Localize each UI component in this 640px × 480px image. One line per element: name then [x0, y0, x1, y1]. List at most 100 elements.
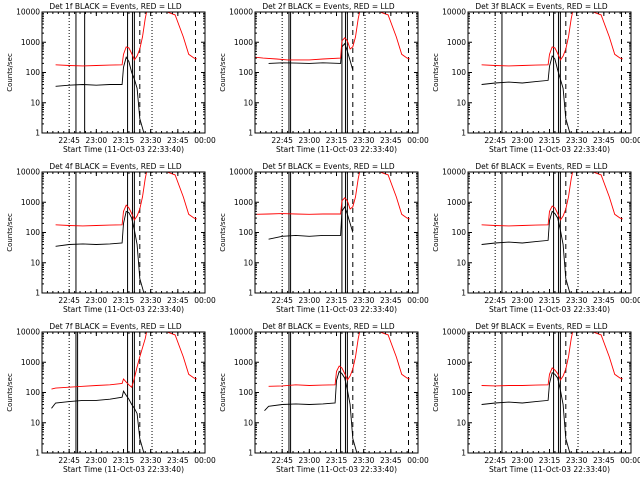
x-tick-label: 23:00	[512, 136, 534, 145]
x-tick-label: 22:45	[484, 456, 506, 465]
panel-title: Det 1f BLACK = Events, RED = LLD	[49, 2, 182, 11]
x-axis-label: Start Time (11-Oct-03 22:33:40)	[276, 305, 397, 314]
series-events-line	[481, 372, 571, 453]
y-tick-label: 10000	[16, 168, 40, 177]
x-tick-label: 23:30	[140, 456, 162, 465]
x-tick-label: 23:45	[167, 296, 189, 305]
y-tick-label: 1000	[21, 198, 40, 207]
y-tick-label: 10000	[442, 8, 466, 17]
x-tick-label: 23:15	[539, 136, 561, 145]
panel-title: Det 8f BLACK = Events, RED = LLD	[262, 322, 395, 331]
series-events-line	[481, 55, 571, 133]
y-tick-label: 100	[239, 228, 254, 237]
x-tick-label: 23:30	[566, 456, 588, 465]
y-tick-label: 10000	[442, 168, 466, 177]
x-tick-label: 23:30	[353, 456, 375, 465]
y-axis-label: Counts/sec	[219, 213, 227, 252]
x-tick-label: 23:30	[353, 296, 375, 305]
series-events-line	[264, 370, 358, 453]
y-tick-label: 10	[243, 258, 253, 267]
x-tick-label: 23:45	[593, 456, 615, 465]
y-tick-label: 10000	[229, 8, 253, 17]
x-tick-label: 23:30	[566, 296, 588, 305]
series-lld-line	[481, 12, 623, 67]
x-tick-label: 23:00	[86, 296, 108, 305]
series-lld-line	[51, 332, 197, 390]
x-tick-label: 22:45	[484, 136, 506, 145]
x-tick-label: 23:15	[326, 456, 348, 465]
x-axis-label: Start Time (11-Oct-03 22:33:40)	[489, 305, 610, 314]
y-tick-label: 100	[26, 388, 41, 397]
x-tick-label: 00:00	[407, 136, 429, 145]
y-tick-label: 1000	[447, 38, 466, 47]
x-axis-label: Start Time (11-Oct-03 22:33:40)	[63, 465, 184, 474]
y-tick-label: 1000	[447, 198, 466, 207]
y-tick-label: 10	[30, 258, 40, 267]
y-tick-label: 100	[239, 68, 254, 77]
y-tick-label: 1	[248, 129, 253, 138]
x-tick-label: 23:00	[512, 456, 534, 465]
y-tick-label: 1000	[234, 358, 253, 367]
y-axis-label: Counts/sec	[6, 53, 14, 92]
x-axis-label: Start Time (11-Oct-03 22:33:40)	[489, 145, 610, 154]
series-events-line	[268, 205, 354, 240]
detector-panel: Det 7f BLACK = Events, RED = LLD 1 10 100 10…	[6, 322, 216, 474]
x-tick-label: 23:00	[299, 296, 321, 305]
y-tick-label: 100	[452, 388, 467, 397]
series-lld-line	[255, 172, 410, 220]
x-tick-label: 22:45	[58, 136, 80, 145]
panel-title: Det 9f BLACK = Events, RED = LLD	[475, 322, 608, 331]
y-tick-label: 1000	[234, 38, 253, 47]
y-axis-label: Counts/sec	[432, 213, 440, 252]
y-tick-label: 10	[30, 98, 40, 107]
x-tick-label: 23:00	[512, 296, 534, 305]
detector-panel: Det 1f BLACK = Events, RED = LLD 1 10 100 10…	[6, 2, 216, 154]
y-tick-label: 1	[35, 129, 40, 138]
x-tick-label: 23:15	[113, 136, 135, 145]
x-tick-label: 23:00	[299, 456, 321, 465]
x-tick-label: 00:00	[407, 456, 429, 465]
x-tick-label: 00:00	[194, 136, 216, 145]
x-tick-label: 23:45	[380, 296, 402, 305]
x-tick-label: 00:00	[194, 456, 216, 465]
y-tick-label: 10000	[442, 328, 466, 337]
series-events-line	[55, 56, 145, 133]
detector-panel: Det 3f BLACK = Events, RED = LLD 1 10 100 10…	[432, 2, 640, 154]
series-lld-line	[481, 172, 623, 227]
y-tick-label: 10000	[16, 328, 40, 337]
x-tick-label: 22:45	[271, 296, 293, 305]
x-tick-label: 23:45	[167, 136, 189, 145]
y-tick-label: 1000	[447, 358, 466, 367]
x-tick-label: 23:15	[113, 456, 135, 465]
x-tick-label: 22:45	[484, 296, 506, 305]
series-lld-line	[268, 332, 410, 387]
y-tick-label: 10000	[16, 8, 40, 17]
series-events-line	[481, 210, 571, 293]
x-tick-label: 00:00	[620, 456, 640, 465]
x-tick-label: 23:45	[167, 456, 189, 465]
series-events-line	[51, 390, 145, 453]
y-tick-label: 1	[461, 289, 466, 298]
series-events-line	[268, 42, 354, 71]
detector-panel: Det 9f BLACK = Events, RED = LLD 1 10 100 10…	[432, 322, 640, 474]
x-tick-label: 22:45	[58, 296, 80, 305]
y-tick-label: 1	[461, 449, 466, 458]
x-tick-label: 23:15	[326, 296, 348, 305]
series-lld-line	[55, 12, 197, 67]
x-tick-label: 23:00	[86, 456, 108, 465]
y-tick-label: 1000	[21, 358, 40, 367]
y-tick-label: 100	[452, 228, 467, 237]
x-tick-label: 00:00	[194, 296, 216, 305]
x-axis-label: Start Time (11-Oct-03 22:33:40)	[276, 465, 397, 474]
y-tick-label: 10	[456, 258, 466, 267]
y-axis-label: Counts/sec	[432, 373, 440, 412]
y-tick-label: 1000	[21, 38, 40, 47]
x-tick-label: 23:15	[113, 296, 135, 305]
series-lld-line	[55, 172, 197, 227]
x-tick-label: 00:00	[620, 136, 640, 145]
series-lld-line	[255, 12, 410, 61]
x-tick-label: 23:45	[380, 136, 402, 145]
x-tick-label: 23:45	[593, 136, 615, 145]
y-tick-label: 100	[26, 68, 41, 77]
